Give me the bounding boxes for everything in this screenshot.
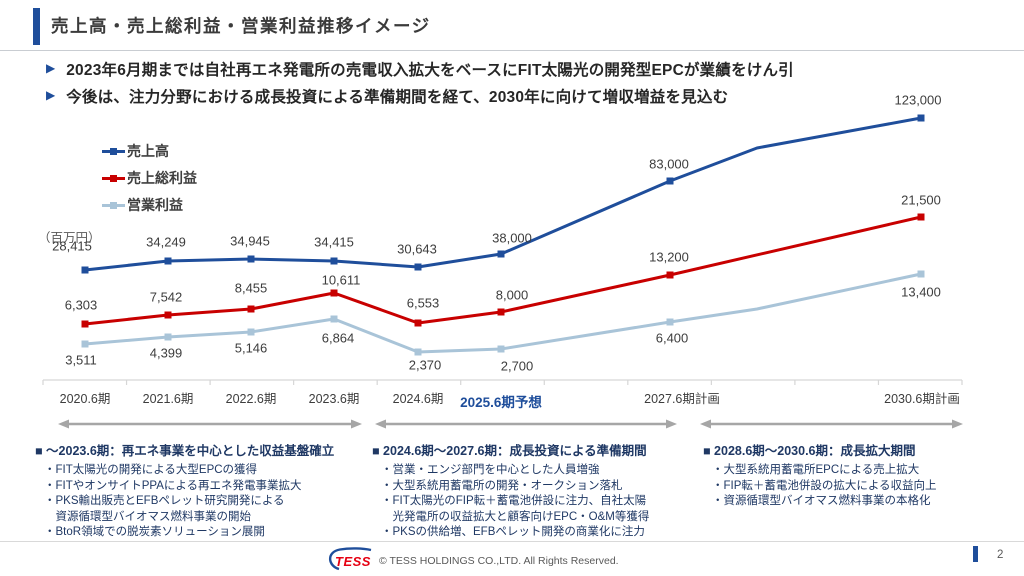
section-phase-3: ■ 2028.6期～2030.6期：成長拡大期間 ・大型系統用蓄電所EPCによる…	[703, 440, 1018, 510]
data-label-s2-7: 13,400	[901, 284, 941, 300]
triangle-bullet-icon: ▶	[46, 88, 56, 102]
x-axis-label-5: 2025.6期予想	[460, 395, 542, 410]
section-bullet-list: ・大型系統用蓄電所EPCによる売上拡大・ FIP転＋蓄電池併設の拡大による収益向上…	[703, 463, 1018, 510]
key-message-1: ▶ 2023年6月期までは自社再エネ発電所の売電収入拡大をベースにFIT太陽光の…	[46, 58, 794, 80]
data-label-s2-1: 4,399	[149, 345, 183, 361]
section-bullet-list: ・営業・エンジ部門を中心とした人員増強・大型系統用蓄電所の開発・オークション落札…	[372, 463, 702, 541]
data-label-s2-0: 3,511	[65, 352, 97, 368]
data-label-s1-0: 6,303	[64, 297, 98, 313]
section-title: ■ ～2023.6期：再エネ事業を中心とした収益基盤確立	[35, 444, 335, 458]
square-marker-icon: ■	[372, 444, 380, 458]
data-label-s2-6: 6,400	[655, 330, 689, 346]
data-label-s2-4: 2,370	[408, 357, 442, 373]
x-axis-label-2: 2022.6期	[225, 392, 277, 406]
x-axis-label-6: 2027.6期計画	[644, 392, 720, 406]
section-bullet: ・ PKS輸出販売とEFBペレット研究開発による 資源循環型バイオマス燃料事業の開始	[44, 495, 285, 523]
section-bullet: ・営業・エンジ部門を中心とした人員増強	[381, 464, 600, 476]
data-label-s1-4: 6,553	[406, 295, 440, 311]
data-label-s1-1: 7,542	[149, 289, 183, 305]
data-label-s2-5: 2,700	[500, 358, 534, 374]
legend-label: 営業利益	[127, 197, 183, 213]
legend-label: 売上高	[127, 143, 169, 159]
data-label-s0-1: 34,249	[146, 234, 186, 250]
square-marker-icon: ■	[35, 444, 43, 458]
data-label-s1-6: 13,200	[649, 249, 689, 265]
data-label-s2-3: 6,864	[321, 330, 355, 346]
data-label-s1-3: 10,611	[321, 272, 361, 288]
key-message-text: 今後は、注力分野における成長投資による準備期間を経て、2030年に向けて増収増益…	[66, 89, 729, 106]
section-bullet: ・大型系統用蓄電所EPCによる売上拡大	[712, 464, 920, 476]
x-axis-label-0: 2020.6期	[59, 392, 111, 406]
legend-item-revenue: 売上高	[102, 143, 169, 159]
data-label-s0-3: 34,415	[314, 234, 354, 250]
copyright-text: © TESS HOLDINGS CO.,LTD. All Rights Rese…	[379, 555, 619, 567]
section-phase-1: ■ ～2023.6期：再エネ事業を中心とした収益基盤確立 ・ FIT太陽光の開発に…	[35, 440, 371, 541]
data-label-s0-2: 34,945	[230, 233, 270, 249]
square-marker-icon: ■	[703, 444, 711, 458]
data-label-s0-6: 83,000	[649, 156, 689, 172]
triangle-bullet-icon: ▶	[46, 61, 56, 75]
title-accent-bar	[33, 8, 40, 45]
page-title: 売上高・売上総利益・営業利益推移イメージ	[51, 16, 431, 36]
footer-divider	[0, 541, 1024, 542]
x-axis-label-4: 2024.6期	[392, 392, 444, 406]
data-label-s0-5: 38,000	[492, 230, 532, 246]
data-label-s2-2: 5,146	[234, 340, 268, 356]
section-title: ■ 2028.6期～2030.6期：成長拡大期間	[703, 444, 916, 458]
data-label-s1-2: 8,455	[234, 280, 268, 296]
section-bullet: ・ FIP転＋蓄電池併設の拡大による収益向上	[712, 479, 937, 492]
x-axis-label-3: 2023.6期	[308, 392, 360, 406]
section-bullet: ・ FITやオンサイトPPAによる再エネ発電事業拡大	[44, 479, 302, 492]
logo-swoosh-icon	[328, 547, 372, 571]
key-message-text: 2023年6月期までは自社再エネ発電所の売電収入拡大をベースにFIT太陽光の開発…	[66, 62, 794, 79]
legend-marker-icon	[102, 201, 125, 210]
legend-label: 売上総利益	[127, 170, 197, 186]
section-bullet: ・ FIT太陽光のFIP転＋蓄電池併設に注力、自社太陽 光発電所の収益拡大と顧客向け…	[381, 495, 650, 523]
x-axis-label-1: 2021.6期	[142, 392, 194, 406]
section-bullet: ・ PKSの供給増、EFBペレット開発の商業化に注力	[381, 526, 645, 538]
logo-text: TESS	[335, 554, 371, 569]
data-label-s0-4: 30,643	[397, 241, 437, 257]
axis-unit-label: （百万円）	[38, 231, 101, 245]
section-bullet: ・大型系統用蓄電所の開発・オークション落札	[381, 479, 623, 492]
page-number-accent-bar	[973, 546, 978, 562]
section-bullet: ・ BtoR領域での脱炭素ソリューション展開	[44, 526, 265, 538]
key-message-2: ▶ 今後は、注力分野における成長投資による準備期間を経て、2030年に向けて増収…	[46, 85, 728, 107]
legend-item-gross-profit: 売上総利益	[102, 170, 197, 186]
data-label-s1-7: 21,500	[901, 192, 941, 208]
page-number: 2	[997, 549, 1004, 561]
data-label-s1-5: 8,000	[495, 287, 529, 303]
section-title: ■ 2024.6期～2027.6期：成長投資による準備期間	[372, 444, 647, 458]
section-bullet: ・資源循環型バイオマス燃料事業の本格化	[712, 495, 931, 507]
data-label-s0-7: 123,000	[894, 92, 942, 108]
section-phase-2: ■ 2024.6期～2027.6期：成長投資による準備期間 ・営業・エンジ部門を…	[372, 440, 702, 541]
tess-logo: TESS	[325, 545, 373, 573]
section-bullet-list: ・ FIT太陽光の開発による大型EPCの獲得・ FITやオンサイトPPAによる再エネ…	[35, 463, 371, 541]
x-axis-label-7: 2030.6期計画	[884, 392, 960, 406]
data-label-s0-0: 28,415	[52, 238, 92, 254]
legend-item-operating-profit: 営業利益	[102, 197, 183, 213]
section-bullet: ・ FIT太陽光の開発による大型EPCの獲得	[44, 464, 258, 476]
header-divider	[0, 50, 1024, 51]
legend-marker-icon	[102, 174, 125, 183]
legend-marker-icon	[102, 147, 125, 156]
